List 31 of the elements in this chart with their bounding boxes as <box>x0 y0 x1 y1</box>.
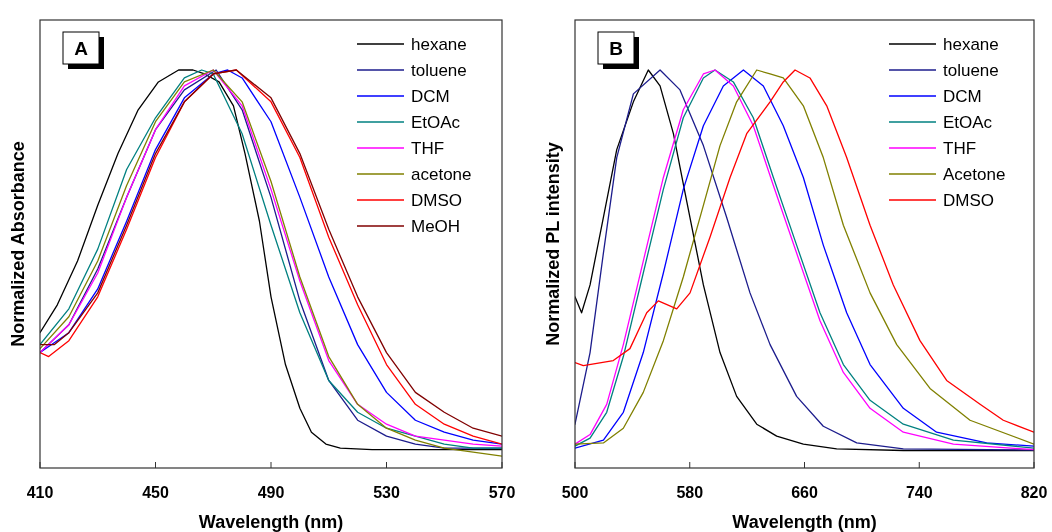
legend-label: DCM <box>411 87 450 106</box>
legend-label: DMSO <box>411 191 462 210</box>
x-axis-title: Wavelength (nm) <box>732 512 877 532</box>
legend-label: MeOH <box>411 217 461 236</box>
x-tick-label: 500 <box>561 484 589 501</box>
legend-label: Acetone <box>943 165 1006 184</box>
x-axis-title: Wavelength (nm) <box>198 512 344 532</box>
legend-label: DMSO <box>943 191 994 210</box>
x-tick-label: 820 <box>1020 484 1048 501</box>
text: B <box>609 38 623 59</box>
legend-label: hexane <box>943 35 999 54</box>
legend-label: EtOAc <box>943 113 993 132</box>
legend-label: toluene <box>411 61 467 80</box>
legend-label: toluene <box>943 61 999 80</box>
x-tick-label: 580 <box>676 484 704 501</box>
legend-label: THF <box>943 139 977 158</box>
legend-label: acetone <box>411 165 472 184</box>
x-tick-label: 530 <box>373 484 400 501</box>
y-axis-title: Normalized PL intensity <box>543 142 563 346</box>
legend-label: EtOAc <box>411 113 461 132</box>
legend-label: THF <box>411 139 445 158</box>
legend-label: hexane <box>411 35 467 54</box>
y-axis-title: Normalized Absorbance <box>8 141 28 347</box>
x-tick-label: 490 <box>257 484 285 501</box>
x-tick-label: 570 <box>488 484 516 501</box>
x-tick-label: 410 <box>26 484 54 501</box>
legend-label: DCM <box>943 87 982 106</box>
text: A <box>74 38 89 59</box>
x-tick-label: 660 <box>791 484 818 501</box>
x-tick-label: 450 <box>142 484 169 501</box>
x-tick-label: 740 <box>905 484 933 501</box>
